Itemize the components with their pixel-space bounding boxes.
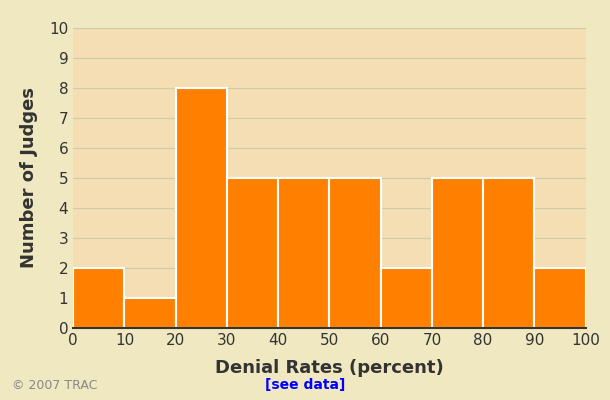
Text: © 2007 TRAC: © 2007 TRAC xyxy=(12,379,98,392)
Bar xyxy=(227,178,278,328)
Bar xyxy=(381,268,432,328)
Bar xyxy=(329,178,381,328)
X-axis label: Denial Rates (percent): Denial Rates (percent) xyxy=(215,359,443,377)
Bar xyxy=(432,178,483,328)
Bar xyxy=(176,88,227,328)
Bar xyxy=(124,298,176,328)
Bar xyxy=(534,268,586,328)
Y-axis label: Number of Judges: Number of Judges xyxy=(20,88,38,268)
Bar xyxy=(73,268,124,328)
Text: [see data]: [see data] xyxy=(265,378,345,392)
Bar xyxy=(278,178,329,328)
Bar xyxy=(483,178,534,328)
Bar xyxy=(586,298,610,328)
